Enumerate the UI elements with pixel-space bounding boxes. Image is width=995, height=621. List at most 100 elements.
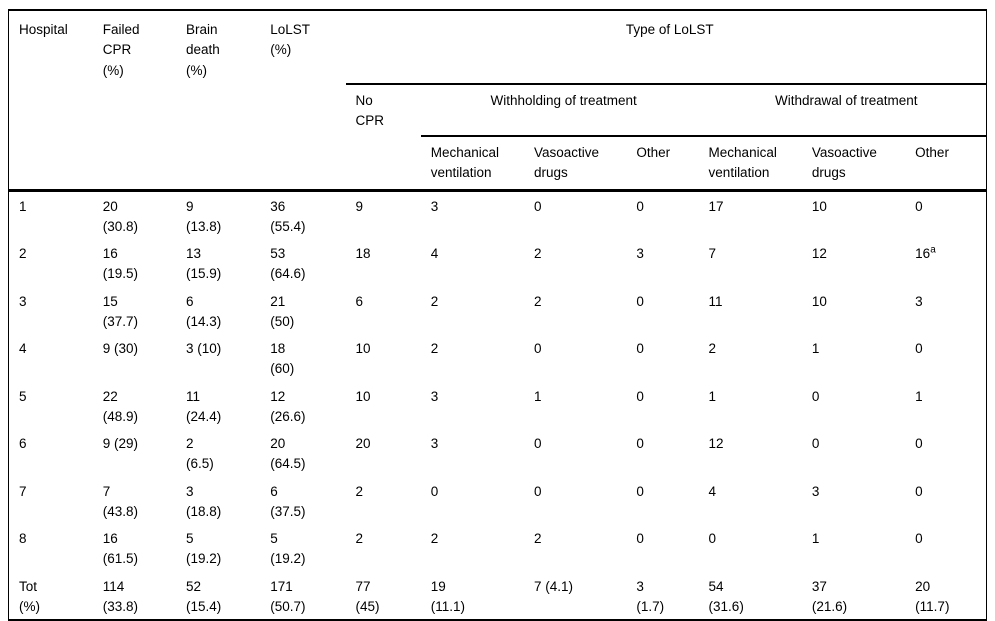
table-cell: 10 — [355, 388, 371, 404]
table-cell: 16 (19.5) — [102, 246, 139, 282]
table-cell: 17 — [708, 198, 724, 214]
table-cell: 3 (18.8) — [186, 483, 222, 519]
table-cell: 19 (11.1) — [430, 578, 465, 614]
table-cell: 3 — [636, 246, 644, 261]
table-cell: Tot (%) — [19, 578, 40, 614]
table-cell: 0 — [430, 483, 439, 499]
table-row-total: Tot (%) 114 (33.8) 52 (15.4) 171 (50.7) … — [9, 572, 987, 621]
table-cell: 9 (13.8) — [186, 198, 222, 234]
table-cell: 7 (43.8) — [102, 483, 139, 519]
table-cell: 1 — [811, 531, 820, 546]
table-cell: 4 — [19, 341, 27, 356]
table-cell: 77 (45) — [355, 578, 380, 614]
table-cell: 5 — [19, 388, 27, 404]
table-cell: 0 — [915, 341, 923, 356]
table-cell: 3 (1.7) — [636, 578, 665, 614]
table-cell: 21 (50) — [270, 293, 295, 329]
table-cell: 3 — [430, 198, 439, 214]
table-cell: 10 — [811, 293, 827, 309]
table-cell: 114 (33.8) — [102, 578, 139, 614]
table-cell: 1 — [708, 388, 717, 404]
table-cell: 0 — [915, 436, 923, 451]
table-cell: 1 — [811, 341, 820, 356]
col-header-wd-vasoactive-drugs: Vasoactive drugs — [811, 145, 877, 181]
col-header-wd-mechanical-ventilation: Mechanical ventilation — [708, 145, 777, 181]
table-row: 7 7 (43.8) 3 (18.8) 6 (37.5) 2 0 0 0 4 3… — [9, 477, 987, 525]
table-cell: 10 — [355, 341, 371, 356]
table-cell: 2 — [430, 341, 439, 356]
table-cell: 0 — [811, 436, 820, 451]
table-cell: 12 (26.6) — [270, 388, 306, 424]
table-cell: 37 (21.6) — [811, 578, 848, 614]
table-cell: 0 — [636, 436, 644, 451]
table-cell: 2 — [430, 293, 439, 309]
table-cell: 52 (15.4) — [186, 578, 222, 614]
group-header-withdrawal: Withdrawal of treatment — [698, 84, 987, 137]
col-header-wh-other: Other — [636, 145, 671, 160]
table-cell: 11 — [708, 293, 723, 309]
col-header-wd-other: Other — [915, 145, 949, 160]
table-cell: 8 — [19, 531, 27, 546]
table-cell: 0 — [915, 483, 923, 499]
table-cell: 2 — [708, 341, 717, 356]
table-cell: 0 — [534, 341, 542, 356]
table-cell: 12 — [708, 436, 724, 451]
table-cell: 1 — [915, 388, 923, 404]
table-cell: 20 (11.7) — [915, 578, 950, 614]
col-header-no-cpr: No CPR — [355, 93, 385, 129]
table-cell: 0 — [534, 198, 542, 214]
table-cell: 54 (31.6) — [708, 578, 744, 614]
table-cell: 0 — [534, 483, 542, 499]
table-cell: 2 — [355, 483, 364, 499]
table-row: 6 9 (29) 2 (6.5) 20 (64.5) 20 3 0 0 12 0… — [9, 429, 987, 477]
table-cell: 12 — [811, 246, 827, 261]
table-cell: 20 (64.5) — [270, 436, 306, 472]
table-cell: 0 — [636, 293, 644, 309]
table-cell: 5 (19.2) — [270, 531, 306, 567]
table-cell: 0 — [915, 198, 923, 214]
table-cell: 3 — [19, 293, 27, 309]
table-cell: 2 — [430, 531, 439, 546]
table-cell: 6 (14.3) — [186, 293, 222, 329]
table-cell: 16 (61.5) — [102, 531, 139, 567]
table-cell: 20 (30.8) — [102, 198, 139, 234]
table-row: 2 16 (19.5) 13 (15.9) 53 (64.6) 18 4 2 3… — [9, 239, 987, 287]
table-cell: 9 (30) — [102, 341, 139, 356]
table-cell: 7 — [19, 483, 27, 499]
table-cell: 2 — [355, 531, 364, 546]
table-cell: 6 — [355, 293, 364, 309]
table-cell: 10 — [811, 198, 827, 214]
table-cell: 9 (29) — [102, 436, 139, 451]
header-row-1: Hospital Failed CPR (%) Brain death (%) … — [9, 10, 987, 85]
lolst-table: Hospital Failed CPR (%) Brain death (%) … — [8, 9, 987, 621]
table-cell: 3 — [430, 436, 439, 451]
table-cell: 5 (19.2) — [186, 531, 222, 567]
table-cell: 18 (60) — [270, 341, 295, 377]
table-row: 4 9 (30) 3 (10) 18 (60) 10 2 0 0 2 1 0 — [9, 334, 987, 382]
table-cell: 2 (6.5) — [186, 436, 214, 472]
table-cell: 18 — [355, 246, 371, 261]
col-header-brain-death: Brain death (%) — [186, 22, 220, 78]
table-cell: 0 — [811, 388, 820, 404]
table-row: 3 15 (37.7) 6 (14.3) 21 (50) 6 2 2 0 11 … — [9, 287, 987, 335]
col-header-failed-cpr: Failed CPR (%) — [102, 22, 140, 78]
table-cell: 0 — [534, 436, 542, 451]
col-header-lolst: LoLST (%) — [270, 22, 311, 58]
table-cell: 2 — [534, 246, 542, 261]
table-cell: 171 (50.7) — [270, 578, 306, 614]
col-header-wh-vasoactive-drugs: Vasoactive drugs — [534, 145, 600, 181]
col-header-wh-mechanical-ventilation: Mechanical ventilation — [430, 145, 500, 181]
table-cell: 0 — [915, 531, 923, 546]
table-cell: 6 (37.5) — [270, 483, 306, 519]
table-cell: 9 — [355, 198, 364, 214]
table-cell: 3 — [430, 388, 439, 404]
table-cell: 1 — [534, 388, 542, 404]
table-cell: 13 (15.9) — [186, 246, 222, 282]
col-header-hospital: Hospital — [19, 22, 68, 37]
lolst-table-container: Hospital Failed CPR (%) Brain death (%) … — [8, 9, 987, 621]
header-row-3: Mechanical ventilation Vasoactive drugs … — [9, 136, 987, 190]
table-cell: 7 — [708, 246, 717, 261]
table-cell: 22 (48.9) — [102, 388, 139, 424]
table-row: 1 20 (30.8) 9 (13.8) 36 (55.4) 9 3 0 0 1… — [9, 190, 987, 239]
table-cell: 7 (4.1) — [534, 578, 574, 594]
